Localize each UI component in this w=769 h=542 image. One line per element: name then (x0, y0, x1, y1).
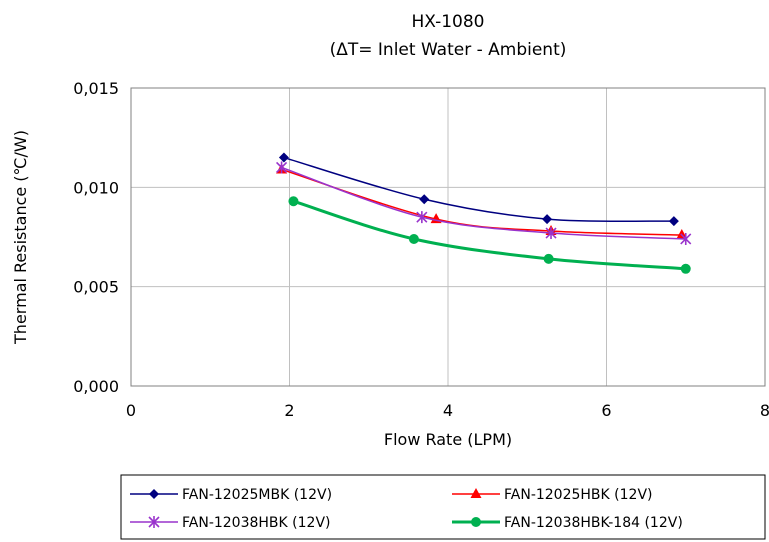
data-point (408, 233, 419, 244)
y-axis-label: Thermal Resistance (℃/W) (11, 130, 30, 345)
series-line (283, 156, 674, 223)
tick-labels: 0 2 4 6 8 0,000 0,005 0,010 0,015 (73, 79, 769, 420)
chart-subtitle: (ΔT= Inlet Water - Ambient) (330, 40, 567, 60)
legend: FAN-12025MBK (12V) FAN-12025HBK (12V) FAN-… (130, 487, 683, 531)
series-line (281, 168, 682, 236)
legend-entry: FAN-12038HBK-184 (12V) (452, 515, 683, 531)
x-tick-label: 6 (601, 401, 611, 420)
legend-label: FAN-12025HBK (12V) (504, 487, 652, 503)
legend-label: FAN-12025MBK (12V) (182, 487, 332, 503)
x-tick-label: 0 (126, 401, 136, 420)
series-4 (288, 196, 691, 274)
y-tick-label: 0,000 (73, 377, 119, 396)
y-tick-label: 0,010 (73, 178, 119, 197)
data-point (545, 227, 557, 240)
series-layer (276, 152, 692, 274)
data-point (278, 152, 289, 163)
gridlines (131, 88, 765, 386)
data-point (276, 161, 288, 174)
data-point (416, 211, 428, 224)
data-point (148, 516, 160, 528)
chart-title: HX-1080 (412, 12, 485, 32)
series-line (293, 199, 686, 271)
y-tick-label: 0,015 (73, 79, 119, 98)
data-point (668, 216, 679, 227)
legend-entry: FAN-12025MBK (12V) (130, 487, 332, 503)
data-point (470, 488, 482, 498)
data-point (680, 232, 692, 245)
data-point (542, 214, 553, 225)
legend-entry: FAN-12038HBK (12V) (130, 515, 330, 531)
series-1 (278, 152, 679, 227)
data-point (680, 263, 691, 274)
legend-label: FAN-12038HBK (12V) (182, 515, 330, 531)
data-point (543, 253, 554, 264)
legend-label: FAN-12038HBK-184 (12V) (504, 515, 683, 531)
x-tick-label: 2 (284, 401, 294, 420)
legend-entry: FAN-12025HBK (12V) (452, 487, 652, 503)
data-point (471, 517, 481, 527)
y-tick-label: 0,005 (73, 278, 119, 297)
data-point (288, 196, 299, 207)
series-3 (276, 161, 692, 245)
plot-area (130, 87, 766, 387)
series-line (281, 166, 686, 240)
x-tick-label: 8 (760, 401, 769, 420)
x-tick-label: 4 (443, 401, 453, 420)
data-point (419, 194, 430, 205)
legend-box (120, 474, 766, 540)
x-axis-label: Flow Rate (LPM) (384, 430, 512, 449)
data-point (149, 489, 159, 499)
